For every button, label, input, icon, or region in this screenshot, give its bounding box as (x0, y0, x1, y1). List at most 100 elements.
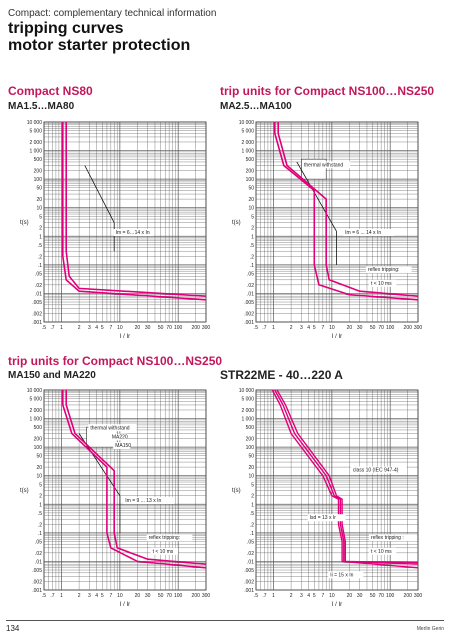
x-tick-label: 100 (386, 593, 395, 599)
x-tick-label: 7 (109, 593, 112, 599)
x-tick-label: 300 (202, 325, 211, 331)
y-tick-label: 50 (248, 186, 254, 192)
annotation-bg (146, 534, 193, 542)
panel-2-title: trip units for Compact NS100…NS250 (220, 84, 435, 98)
y-tick-label: 5 (251, 214, 254, 220)
x-tick-label: 3 (300, 593, 303, 599)
curve-annotation: t < 10 ms (153, 549, 174, 555)
x-tick-label: 7 (321, 593, 324, 599)
tripping-curve-1 (271, 389, 419, 569)
panel-1-title: Compact NS80 (8, 84, 93, 98)
footer-divider (6, 620, 444, 621)
x-axis-label: I / Ir (332, 602, 342, 608)
y-tick-label: .01 (35, 291, 42, 297)
y-tick-label: .2 (250, 522, 254, 528)
x-tick-label: 3 (88, 325, 91, 331)
curve-annotation: Im = 9 ... 13 x In (125, 498, 161, 504)
y-tick-label: 10 (248, 474, 254, 480)
page-number: 134 (6, 624, 20, 633)
x-axis-label: I / Ir (120, 334, 130, 340)
x-tick-label: 4 (95, 325, 98, 331)
y-tick-label: 200 (34, 437, 43, 443)
y-tick-label: 100 (246, 177, 255, 183)
annotation-bg (328, 571, 364, 579)
annotation-bg (343, 229, 394, 237)
y-tick-label: 2 000 (241, 140, 254, 146)
x-tick-label: 50 (370, 593, 376, 599)
y-tick-label: .02 (35, 283, 42, 289)
y-tick-label: 20 (36, 465, 42, 471)
y-tick-label: .5 (250, 511, 254, 517)
y-tick-label: 2 000 (29, 408, 42, 414)
x-tick-label: 1 (60, 325, 63, 331)
y-tick-label: 5 000 (241, 129, 254, 135)
y-tick-label: 2 000 (29, 140, 42, 146)
y-tick-label: .001 (32, 588, 42, 594)
y-tick-label: .005 (244, 568, 254, 574)
x-tick-label: .5 (42, 325, 46, 331)
annotation-bg (307, 514, 346, 522)
x-tick-label: 70 (378, 593, 384, 599)
y-tick-label: 20 (36, 197, 42, 203)
tripping-curve-1 (274, 122, 419, 301)
curve-annotation: MA220 (112, 435, 128, 441)
x-tick-label: .5 (254, 325, 258, 331)
x-tick-label: 300 (202, 593, 211, 599)
annotation-bg (302, 161, 351, 169)
y-tick-label: 1 (39, 234, 42, 240)
x-tick-label: 4 (307, 325, 310, 331)
x-tick-label: 200 (192, 593, 201, 599)
y-tick-label: .002 (32, 311, 42, 317)
y-tick-label: 10 000 (27, 388, 43, 394)
x-tick-label: 2 (78, 325, 81, 331)
y-tick-label: .02 (247, 551, 254, 557)
chart-panel-3: 10 000 5 000 2 000 1 000 500 200 100 50 20 10 5 2 1.… (20, 388, 210, 608)
y-tick-label: 2 (39, 226, 42, 232)
y-tick-label: .01 (247, 291, 254, 297)
y-tick-label: .01 (247, 559, 254, 565)
y-tick-label: .1 (38, 263, 42, 269)
x-tick-label: 10 (329, 593, 335, 599)
page-subtitle: Compact: complementary technical informa… (8, 8, 217, 19)
x-tick-label: 300 (414, 325, 423, 331)
x-tick-label: 3 (88, 593, 91, 599)
y-tick-label: 10 000 (239, 388, 255, 394)
x-tick-label: 200 (404, 325, 413, 331)
reference-line (84, 165, 115, 223)
panel-2-subtitle: MA2.5…MA100 (220, 101, 292, 112)
curve-annotation: Isd = 13 x Ir (310, 515, 337, 521)
x-tick-label: 200 (404, 593, 413, 599)
x-tick-label: 100 (174, 325, 183, 331)
tripping-curve-2 (277, 122, 419, 297)
curve-annotation: class 10 (IEC 947-4) (353, 468, 399, 474)
y-tick-label: 500 (34, 425, 43, 431)
tripping-curve-3 (276, 389, 419, 564)
annotation-bg (365, 266, 412, 274)
curve-annotation: reflex tripping : (371, 535, 404, 541)
tripping-curve-2 (65, 390, 207, 565)
plot-frame (43, 121, 207, 323)
y-tick-label: .1 (250, 263, 254, 269)
curve-annotation: reflex tripping: (149, 535, 180, 541)
panel-3-title: trip units for Compact NS100…NS250 (8, 354, 223, 368)
y-tick-label: 100 (34, 177, 43, 183)
y-tick-label: 5 (39, 482, 42, 488)
annotation-bg (150, 547, 178, 555)
y-tick-label: 1 (251, 502, 254, 508)
annotation-bg (109, 433, 127, 441)
y-axis-label: t(s) (20, 220, 29, 226)
curve-annotation: t < 10 ms (371, 549, 392, 555)
y-tick-label: 200 (246, 169, 255, 175)
y-tick-label: .05 (247, 539, 254, 545)
y-tick-label: 10 000 (27, 120, 43, 126)
x-axis-label: I / Ir (120, 602, 130, 608)
y-tick-label: 1 (39, 502, 42, 508)
y-tick-label: 100 (246, 445, 255, 451)
x-tick-label: .7 (50, 593, 54, 599)
y-tick-label: 10 000 (239, 120, 255, 126)
x-tick-label: 5 (313, 593, 316, 599)
brand-name: Merlin Gerin (416, 626, 444, 632)
y-tick-label: .005 (244, 300, 254, 306)
curve-annotation: Im = 6 ... 14 x In (345, 230, 381, 236)
x-tick-label: 1 (272, 325, 275, 331)
